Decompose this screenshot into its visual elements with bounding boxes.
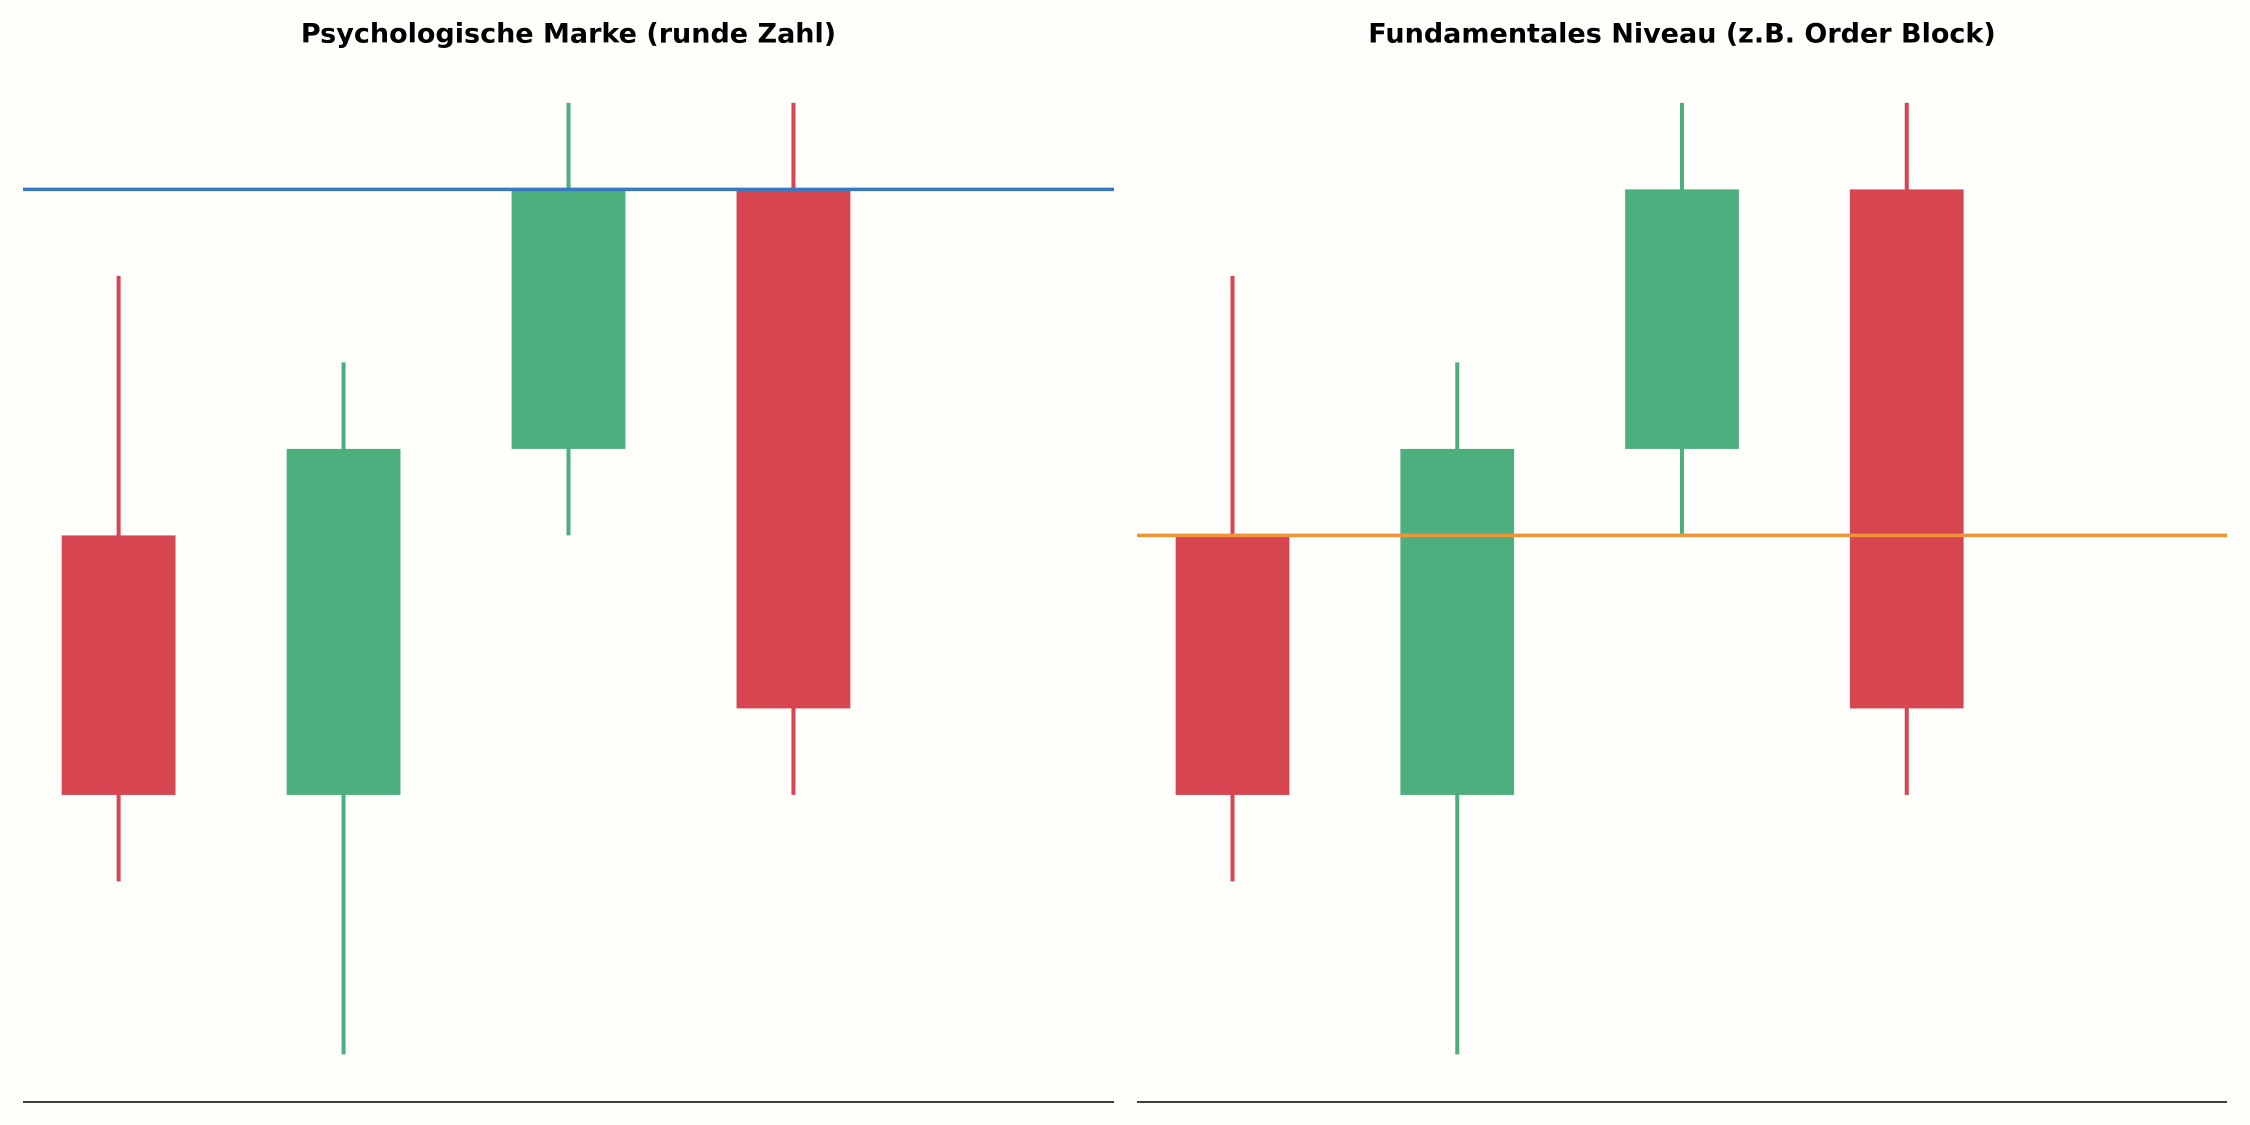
candle-body <box>1625 189 1739 449</box>
candle-body <box>61 535 176 795</box>
chart-title: Psychologische Marke (runde Zahl) <box>301 19 836 50</box>
candle-body <box>1849 189 1964 709</box>
candle-body <box>511 189 626 449</box>
candle-body <box>1400 448 1515 795</box>
chart-title: Fundamentales Niveau (z.B. Order Block) <box>1368 19 1995 50</box>
candle-body <box>286 448 401 795</box>
candle-body <box>1175 535 1290 795</box>
candle-body <box>736 189 851 709</box>
